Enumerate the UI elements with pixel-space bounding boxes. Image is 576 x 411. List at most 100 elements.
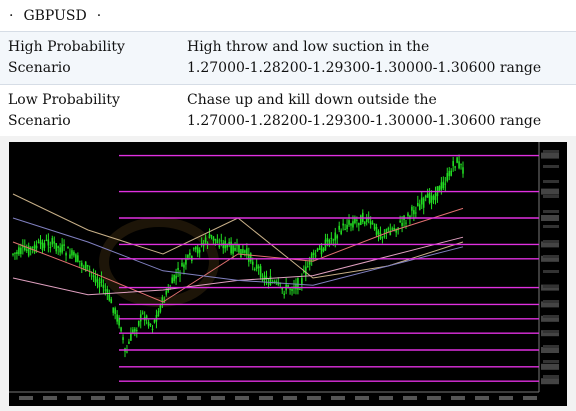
time-tick-marker — [115, 396, 129, 400]
price-axis-marker — [543, 165, 559, 168]
candle-body — [381, 236, 384, 238]
candle-body — [320, 245, 323, 255]
price-axis-marker — [543, 195, 559, 198]
candle-body — [65, 253, 67, 256]
candle-body — [371, 222, 374, 224]
candle-body — [452, 161, 454, 166]
candle-body — [291, 288, 293, 291]
candle-body — [18, 247, 20, 255]
candle-body — [259, 266, 262, 278]
candle-body — [446, 173, 449, 181]
candle-body — [171, 277, 173, 284]
candle-body — [363, 221, 366, 225]
candle-body — [33, 244, 36, 253]
candle-body — [216, 239, 219, 244]
candle-body — [194, 246, 197, 250]
candle-body — [360, 215, 362, 225]
price-tick-marker — [541, 255, 559, 262]
time-tick-marker — [499, 396, 513, 400]
candle-body — [426, 193, 429, 198]
candle-body — [432, 196, 435, 200]
candle-body — [273, 281, 276, 283]
candle-body — [246, 248, 248, 255]
candle-body — [149, 324, 152, 326]
candle-body — [318, 248, 321, 250]
candle-body — [135, 330, 138, 332]
candle-body — [249, 253, 252, 262]
candle-body — [12, 253, 14, 255]
price-tick-marker — [541, 188, 559, 195]
scenario-text: High throw and low suction in the 1.2700… — [171, 31, 576, 85]
price-tick-marker — [541, 347, 559, 353]
candle-body — [253, 268, 256, 270]
candle-body — [314, 255, 317, 257]
candle-body — [126, 351, 128, 353]
time-tick-marker — [283, 396, 297, 400]
candle-body — [145, 315, 148, 320]
candle-body — [35, 245, 38, 249]
price-axis-marker — [543, 225, 559, 228]
candle-body — [173, 274, 175, 282]
candle-body — [59, 247, 61, 253]
candle-body — [51, 238, 54, 245]
candle-body — [71, 250, 73, 256]
candle-body — [358, 222, 360, 226]
symbol-title: GBPUSD — [23, 7, 87, 24]
candle-body — [263, 275, 266, 280]
candle-body — [442, 181, 445, 189]
candle-body — [187, 254, 189, 258]
candle-body — [417, 202, 419, 207]
candle-body — [330, 237, 333, 240]
time-tick-marker — [427, 396, 441, 400]
time-tick-marker — [91, 396, 105, 400]
candle-body — [375, 226, 378, 236]
candle-body — [198, 249, 201, 253]
candle-body — [185, 259, 187, 265]
scenario-range-line: 1.27000-1.28200-1.29300-1.30000-1.30600 … — [187, 113, 542, 129]
candle-body — [304, 266, 307, 276]
candle-body — [128, 341, 130, 344]
candle-body — [157, 311, 160, 317]
candle-body — [31, 246, 34, 248]
time-tick-marker — [67, 396, 81, 400]
candle-body — [80, 262, 83, 267]
candle-body — [301, 278, 303, 285]
candle-body — [420, 197, 423, 205]
price-tick-marker — [541, 315, 559, 322]
price-tick-marker — [541, 152, 559, 159]
header-bullet-end: · — [96, 7, 102, 24]
candle-body — [373, 223, 376, 230]
price-axis-marker — [543, 345, 559, 348]
candle-body — [112, 307, 115, 313]
scenario-text: Chase up and kill down outside the 1.270… — [171, 84, 576, 138]
candle-body — [395, 228, 397, 233]
candle-body — [100, 278, 103, 283]
candle-body — [389, 230, 392, 236]
candle-body — [350, 223, 352, 226]
candle-body — [116, 314, 118, 322]
price-tick-marker — [541, 330, 559, 337]
candle-body — [322, 248, 325, 252]
candle-body — [212, 236, 215, 242]
candle-body — [204, 237, 207, 243]
candle-body — [43, 243, 46, 248]
candle-body — [424, 195, 427, 198]
candle-body — [267, 283, 270, 285]
candle-body — [348, 220, 350, 225]
table-row: High Probability Scenario High throw and… — [0, 31, 576, 85]
time-tick-marker — [523, 396, 537, 400]
candle-body — [257, 266, 260, 269]
candle-body — [289, 288, 291, 290]
time-tick-marker — [259, 396, 273, 400]
candle-body — [214, 238, 217, 241]
candle-body — [114, 308, 116, 314]
candle-body — [244, 250, 246, 253]
candle-body — [96, 279, 99, 282]
candle-body — [25, 249, 28, 251]
price-tick-marker — [541, 215, 559, 221]
candle-body — [356, 219, 358, 221]
price-axis-marker — [543, 210, 559, 213]
candle-body — [354, 218, 356, 224]
candle-body — [79, 260, 81, 262]
candle-body — [306, 266, 309, 268]
